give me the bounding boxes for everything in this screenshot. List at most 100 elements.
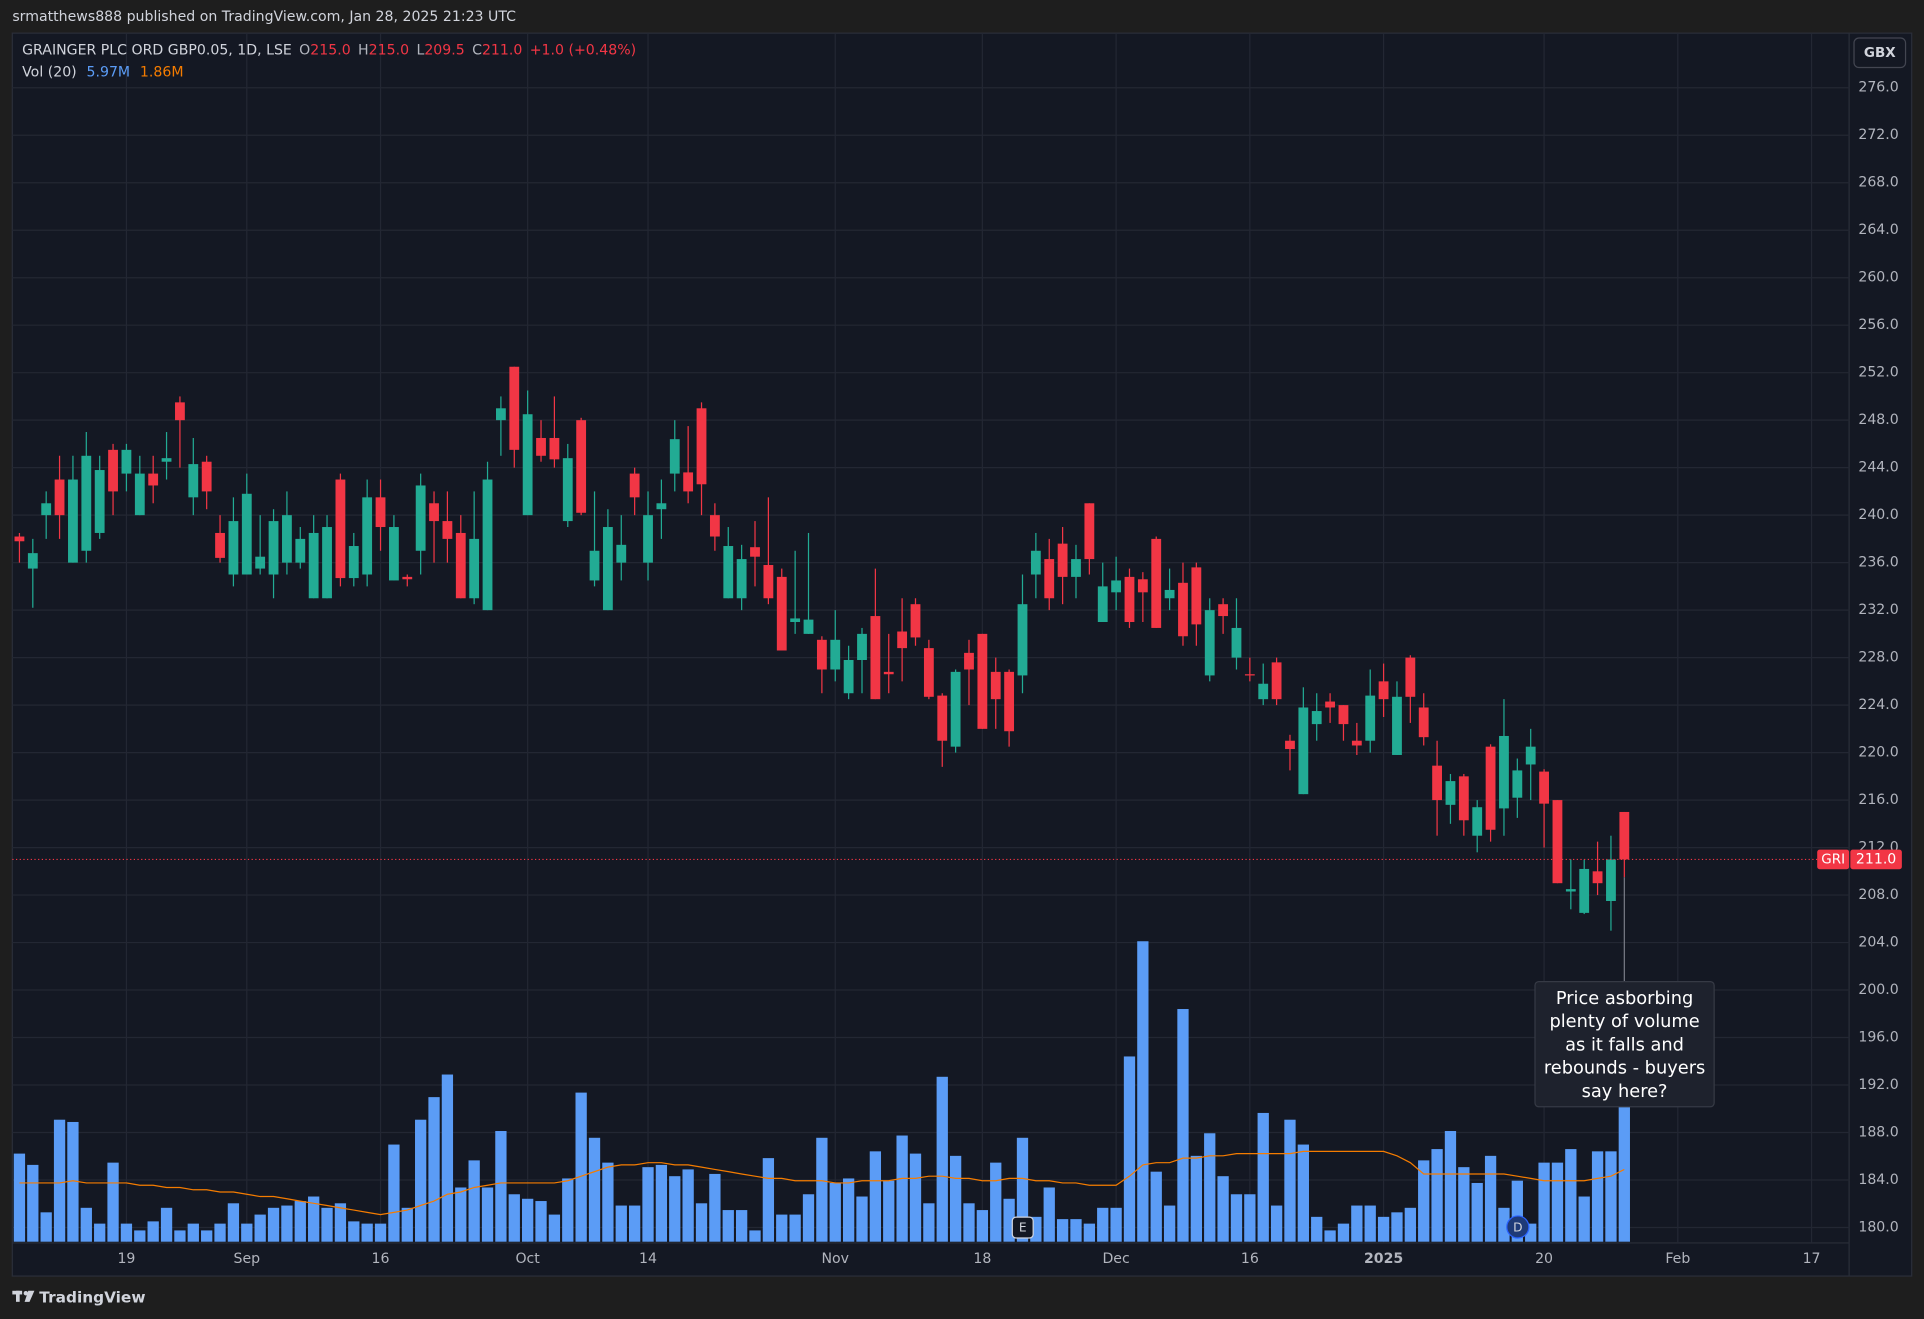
symbol-tag xyxy=(1817,849,1850,870)
volume-bar xyxy=(655,1164,668,1242)
volume-bar xyxy=(856,1196,868,1242)
candle-body xyxy=(629,473,640,498)
volume-bar xyxy=(1458,1167,1470,1242)
volume-bar xyxy=(1591,1151,1604,1242)
volume-bar xyxy=(1431,1149,1443,1242)
volume-bar xyxy=(1030,1216,1042,1242)
volume-bar xyxy=(294,1201,306,1242)
candle-body xyxy=(576,420,587,513)
candle-body xyxy=(736,559,747,599)
volume-bar xyxy=(120,1223,133,1242)
candle-body xyxy=(442,521,453,539)
candle-body xyxy=(857,633,867,660)
volume-bar xyxy=(1257,1112,1269,1242)
candle-body xyxy=(335,479,346,579)
x-tick-label: 16 xyxy=(1241,1251,1259,1267)
candle-body xyxy=(1298,707,1309,795)
legend-ohlc-value: 215.0 xyxy=(310,42,350,58)
volume-bar xyxy=(1016,1137,1029,1242)
candle-body xyxy=(121,449,132,474)
currency-button[interactable] xyxy=(1853,37,1907,69)
candle-body xyxy=(1539,771,1549,804)
candle-body xyxy=(362,497,373,575)
volume-bar xyxy=(495,1131,507,1242)
volume-bar xyxy=(40,1212,52,1242)
volume-bar xyxy=(535,1201,547,1242)
candle-body xyxy=(669,439,680,474)
candle-body xyxy=(1405,657,1416,697)
candle-body xyxy=(268,521,279,575)
candle-body xyxy=(1258,683,1269,700)
candle-body xyxy=(763,565,774,599)
y-tick-label: 228.0 xyxy=(1858,650,1898,666)
volume-bar xyxy=(254,1214,266,1242)
y-tick-label: 252.0 xyxy=(1858,365,1898,381)
candle-body xyxy=(94,470,105,533)
y-tick-label: 224.0 xyxy=(1858,697,1898,713)
candle-body xyxy=(522,414,533,516)
candle-body xyxy=(964,652,974,670)
currency-button-label[interactable]: GBX xyxy=(1864,45,1896,61)
legend-title: GRAINGER PLC ORD GBP0.05, 1D, LSE xyxy=(22,42,292,58)
x-tick-label: Dec xyxy=(1102,1251,1129,1267)
legend-ohlc-value: 211.0 xyxy=(482,42,522,58)
volume-bar xyxy=(1297,1144,1309,1242)
volume-bar xyxy=(1097,1207,1109,1242)
candle-body xyxy=(255,556,266,569)
volume-bar xyxy=(1618,1106,1630,1242)
volume-bar xyxy=(1484,1155,1497,1242)
volume-bar xyxy=(709,1173,721,1242)
candle-body xyxy=(937,695,948,741)
candle-body xyxy=(990,671,1001,700)
candle-body xyxy=(776,576,787,651)
volume-bar xyxy=(1578,1196,1590,1242)
candle-body xyxy=(589,550,600,581)
volume-bar xyxy=(669,1176,681,1242)
volume-bar xyxy=(134,1230,146,1242)
volume-bar xyxy=(615,1205,627,1242)
volume-bar xyxy=(160,1207,173,1242)
candle-body xyxy=(108,449,118,492)
volume-bar xyxy=(1150,1171,1162,1242)
candle-body xyxy=(643,515,653,563)
candle-body xyxy=(14,536,25,542)
volume-bar xyxy=(1083,1223,1096,1242)
candle-body xyxy=(1351,740,1362,746)
volume-bar xyxy=(53,1119,66,1242)
volume-bar xyxy=(949,1155,962,1242)
candle-body xyxy=(148,473,159,486)
volume-ma-line xyxy=(19,1150,1625,1216)
candle-body xyxy=(201,461,212,492)
annotation-line: plenty of volume xyxy=(1549,1011,1699,1032)
candle-body xyxy=(683,472,694,492)
candle-body xyxy=(1338,705,1349,725)
y-tick-label: 216.0 xyxy=(1858,792,1898,808)
candle-body xyxy=(549,437,560,460)
candle-body xyxy=(750,547,760,557)
volume-bar xyxy=(508,1194,520,1242)
candle-body xyxy=(1084,503,1095,560)
volume-bar xyxy=(401,1207,413,1242)
volume-bar xyxy=(1391,1212,1403,1242)
candle-body xyxy=(161,458,172,462)
candle-body xyxy=(54,479,65,516)
footer-brand: TradingView xyxy=(39,1289,145,1307)
dividend-badge xyxy=(1506,1215,1530,1239)
last-price-label: 211.0 xyxy=(1856,851,1896,867)
volume-bar xyxy=(1123,1056,1136,1242)
candle-body xyxy=(415,485,426,551)
x-tick-label: 16 xyxy=(372,1251,390,1267)
candle-body xyxy=(562,458,573,522)
candle-body xyxy=(870,616,881,700)
candle-body xyxy=(1378,681,1389,700)
volume-bar xyxy=(67,1121,79,1242)
volume-bar xyxy=(682,1169,694,1242)
volume-bar xyxy=(522,1198,534,1242)
volume-bar xyxy=(80,1207,92,1242)
earnings-badge xyxy=(1011,1216,1034,1239)
candle-body xyxy=(68,479,78,563)
y-tick-label: 244.0 xyxy=(1858,460,1898,476)
candle-body xyxy=(348,546,359,579)
